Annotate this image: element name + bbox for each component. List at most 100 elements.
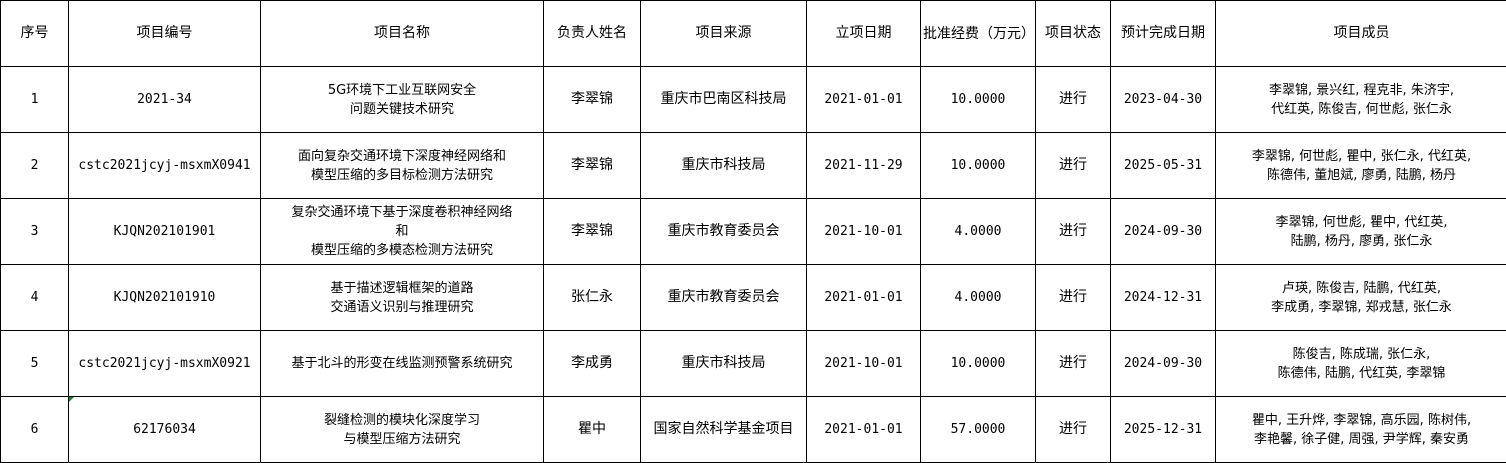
cell-no-text: 5: [30, 356, 39, 371]
cell-start-date-text: 2021-01-01: [824, 422, 903, 437]
cell-no[interactable]: 1: [0, 66, 69, 133]
cell-start-date[interactable]: 2021-01-01: [806, 66, 921, 133]
cell-name-text: 5G环境下工业互联网安全 问题关键技术研究: [327, 82, 477, 117]
header-end-date[interactable]: 预计完成日期: [1110, 0, 1216, 67]
header-code[interactable]: 项目编号: [68, 0, 261, 67]
cell-no[interactable]: 6: [0, 396, 69, 463]
header-row: 序号 项目编号 项目名称 负责人姓名 项目来源 立项日期 批准经费（万元） 项目状态 预计完成日…: [0, 0, 1506, 67]
header-status[interactable]: 项目状态: [1035, 0, 1111, 67]
cell-source[interactable]: 国家自然科学基金项目: [640, 396, 807, 463]
cell-end-date[interactable]: 2023-04-30: [1110, 66, 1216, 133]
cell-name[interactable]: 裂缝检测的模块化深度学习 与模型压缩方法研究: [260, 396, 544, 463]
cell-leader-text: 李翠锦: [571, 223, 613, 239]
cell-status-text: 进行: [1059, 91, 1087, 107]
cell-start-date[interactable]: 2021-01-01: [806, 396, 921, 463]
cell-status[interactable]: 进行: [1035, 66, 1111, 133]
cell-name[interactable]: 基于描述逻辑框架的道路 交通语义识别与推理研究: [260, 264, 544, 331]
cell-source[interactable]: 重庆市巴南区科技局: [640, 66, 807, 133]
cell-code[interactable]: cstc2021jcyj-msxmX0921: [68, 330, 261, 397]
cell-funds-text: 10.0000: [950, 356, 1006, 371]
cell-no[interactable]: 4: [0, 264, 69, 331]
header-start-date[interactable]: 立项日期: [806, 0, 921, 67]
cell-members[interactable]: 李翠锦, 何世彪, 瞿中, 张仁永, 代红英, 陈德伟, 董旭斌, 廖勇, 陆鹏…: [1215, 132, 1506, 199]
cell-funds[interactable]: 4.0000: [920, 198, 1036, 265]
cell-end-date[interactable]: 2025-12-31: [1110, 396, 1216, 463]
cell-funds[interactable]: 10.0000: [920, 330, 1036, 397]
cell-status[interactable]: 进行: [1035, 396, 1111, 463]
cell-name[interactable]: 面向复杂交通环境下深度神经网络和 模型压缩的多目标检测方法研究: [260, 132, 544, 199]
cell-name[interactable]: 基于北斗的形变在线监测预警系统研究: [260, 330, 544, 397]
cell-funds[interactable]: 57.0000: [920, 396, 1036, 463]
header-members[interactable]: 项目成员: [1215, 0, 1506, 67]
cell-leader[interactable]: 李翠锦: [543, 198, 641, 265]
cell-status[interactable]: 进行: [1035, 264, 1111, 331]
cell-members[interactable]: 陈俊吉, 陈成瑞, 张仁永, 陈德伟, 陆鹏, 代红英, 李翠锦: [1215, 330, 1506, 397]
cell-status[interactable]: 进行: [1035, 198, 1111, 265]
header-funds[interactable]: 批准经费（万元）: [920, 0, 1036, 67]
cell-no-text: 2: [30, 158, 39, 173]
cell-end-date[interactable]: 2025-05-31: [1110, 132, 1216, 199]
cell-code[interactable]: cstc2021jcyj-msxmX0941: [68, 132, 261, 199]
cell-source-text: 重庆市教育委员会: [667, 289, 780, 305]
cell-members[interactable]: 瞿中, 王升烨, 李翠锦, 高乐园, 陈树伟, 李艳馨, 徐子健, 周强, 尹学…: [1215, 396, 1506, 463]
cell-start-date[interactable]: 2021-01-01: [806, 264, 921, 331]
cell-start-date-text: 2021-01-01: [824, 290, 903, 305]
cell-funds[interactable]: 10.0000: [920, 132, 1036, 199]
cell-leader-text: 瞿中: [578, 421, 606, 437]
cell-funds[interactable]: 4.0000: [920, 264, 1036, 331]
cell-status[interactable]: 进行: [1035, 132, 1111, 199]
cell-name[interactable]: 5G环境下工业互联网安全 问题关键技术研究: [260, 66, 544, 133]
cell-code-text: 2021-34: [137, 92, 192, 107]
cell-code[interactable]: 2021-34: [68, 66, 261, 133]
cell-start-date-text: 2021-10-01: [824, 224, 903, 239]
cell-start-date[interactable]: 2021-11-29: [806, 132, 921, 199]
table-row: 6 62176034 裂缝检测的模块化深度学习 与模型压缩方法研究 瞿中 国家自然科学基…: [0, 396, 1506, 463]
cell-end-date-text: 2025-12-31: [1123, 422, 1203, 437]
cell-no[interactable]: 5: [0, 330, 69, 397]
cell-code-text: 62176034: [133, 422, 196, 437]
cell-source[interactable]: 重庆市科技局: [640, 132, 807, 199]
cell-no[interactable]: 3: [0, 198, 69, 265]
cell-members[interactable]: 李翠锦, 景兴红, 程克非, 朱济宇, 代红英, 陈俊吉, 何世彪, 张仁永: [1215, 66, 1506, 133]
cell-code[interactable]: KJQN202101910: [68, 264, 261, 331]
cell-name-text: 面向复杂交通环境下深度神经网络和 模型压缩的多目标检测方法研究: [297, 148, 506, 183]
cell-source[interactable]: 重庆市教育委员会: [640, 264, 807, 331]
cell-code[interactable]: KJQN202101901: [68, 198, 261, 265]
cell-status-text: 进行: [1059, 421, 1087, 437]
cell-members-text: 李翠锦, 景兴红, 程克非, 朱济宇, 代红英, 陈俊吉, 何世彪, 张仁永: [1269, 82, 1454, 117]
cell-start-date-text: 2021-11-29: [824, 158, 903, 173]
cell-status-text: 进行: [1059, 289, 1087, 305]
cell-status[interactable]: 进行: [1035, 330, 1111, 397]
cell-start-date[interactable]: 2021-10-01: [806, 198, 921, 265]
table-row: 4 KJQN202101910 基于描述逻辑框架的道路 交通语义识别与推理研究 张仁永…: [0, 264, 1506, 331]
cell-source-text: 重庆市巴南区科技局: [660, 91, 787, 107]
cell-name[interactable]: 复杂交通环境下基于深度卷积神经网络 和 模型压缩的多模态检测方法研究: [260, 198, 544, 265]
cell-source[interactable]: 重庆市科技局: [640, 330, 807, 397]
cell-name-text: 裂缝检测的模块化深度学习 与模型压缩方法研究: [323, 412, 480, 447]
cell-members[interactable]: 卢瑛, 陈俊吉, 陆鹏, 代红英, 李成勇, 李翠锦, 郑戎慧, 张仁永: [1215, 264, 1506, 331]
cell-funds[interactable]: 10.0000: [920, 66, 1036, 133]
cell-leader[interactable]: 李成勇: [543, 330, 641, 397]
cell-leader[interactable]: 李翠锦: [543, 132, 641, 199]
cell-leader[interactable]: 张仁永: [543, 264, 641, 331]
header-source[interactable]: 项目来源: [640, 0, 807, 67]
cell-end-date[interactable]: 2024-09-30: [1110, 198, 1216, 265]
cell-source-text: 重庆市科技局: [681, 157, 766, 173]
cell-code[interactable]: 62176034: [68, 396, 261, 463]
cell-source[interactable]: 重庆市教育委员会: [640, 198, 807, 265]
cell-start-date-text: 2021-01-01: [824, 92, 903, 107]
cell-leader[interactable]: 李翠锦: [543, 66, 641, 133]
cell-end-date-text: 2024-12-31: [1123, 290, 1203, 305]
cell-leader[interactable]: 瞿中: [543, 396, 641, 463]
header-no[interactable]: 序号: [0, 0, 69, 67]
header-leader[interactable]: 负责人姓名: [543, 0, 641, 67]
cell-end-date[interactable]: 2024-09-30: [1110, 330, 1216, 397]
header-name[interactable]: 项目名称: [260, 0, 544, 67]
cell-end-date[interactable]: 2024-12-31: [1110, 264, 1216, 331]
cell-status-text: 进行: [1059, 223, 1087, 239]
cell-members[interactable]: 李翠锦, 何世彪, 瞿中, 代红英, 陆鹏, 杨丹, 廖勇, 张仁永: [1215, 198, 1506, 265]
cell-start-date[interactable]: 2021-10-01: [806, 330, 921, 397]
cell-code-text: cstc2021jcyj-msxmX0921: [78, 356, 251, 371]
cell-name-text: 基于北斗的形变在线监测预警系统研究: [291, 356, 513, 371]
cell-no[interactable]: 2: [0, 132, 69, 199]
